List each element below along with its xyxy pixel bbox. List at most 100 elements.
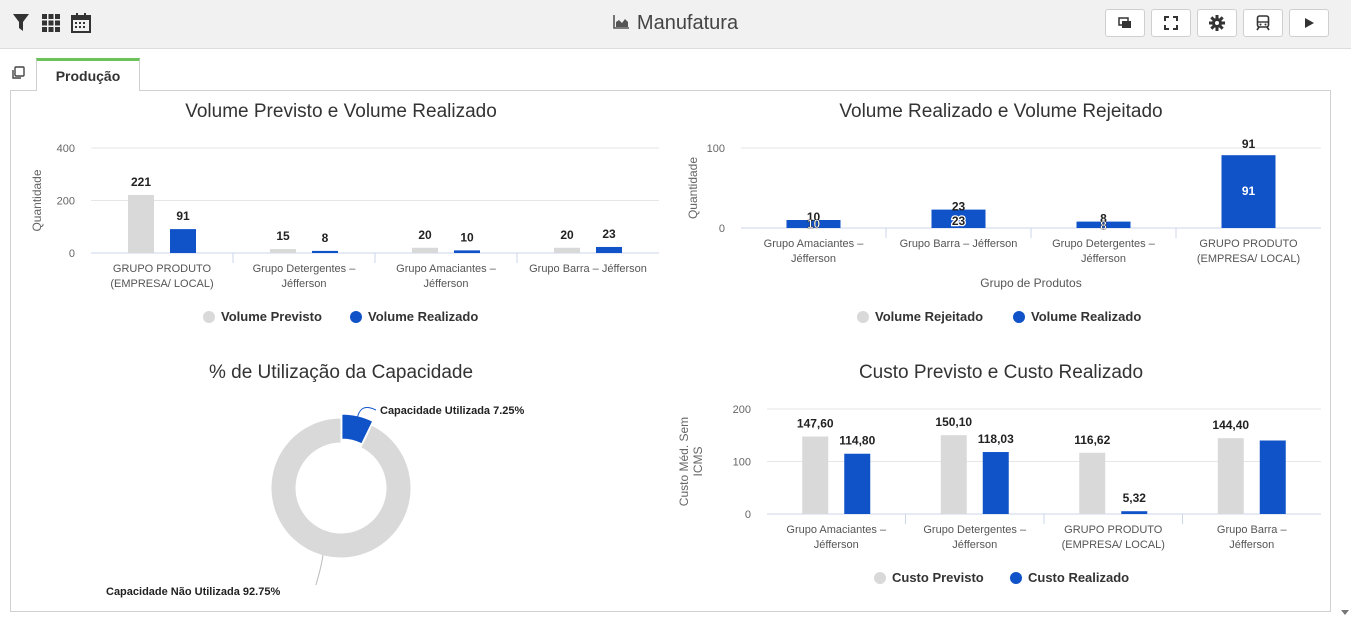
- y-tick-label: 200: [57, 196, 75, 208]
- pie-chart: % de Utilização da Capacidade Capacidade …: [106, 362, 524, 598]
- legend-label: Custo Realizado: [1028, 570, 1129, 585]
- x-tick-label: Jéfferson: [791, 253, 836, 265]
- data-label: 23: [952, 214, 966, 228]
- pie-slice: [341, 413, 374, 445]
- x-tick-label: Jéfferson: [1081, 253, 1126, 265]
- app-title-text: Manufatura: [636, 12, 739, 34]
- bar: [1221, 155, 1276, 228]
- data-label: 118,03: [978, 432, 1014, 446]
- x-tick-label: (EMPRESA/ LOCAL): [1197, 253, 1300, 265]
- play-button[interactable]: [1289, 9, 1329, 37]
- x-tick-label: Jéfferson: [423, 278, 468, 290]
- legend-marker: [203, 311, 215, 323]
- data-label: 147,60: [797, 417, 834, 431]
- data-label: 20: [418, 228, 432, 242]
- legend-marker: [874, 572, 886, 584]
- legend-marker: [1013, 311, 1025, 323]
- bar: [170, 229, 196, 253]
- legend-marker: [857, 311, 869, 323]
- bar: [982, 452, 1009, 514]
- x-tick-label: (EMPRESA/ LOCAL): [1062, 539, 1165, 551]
- legend-marker: [350, 311, 362, 323]
- y-tick-label: 400: [57, 143, 75, 155]
- data-label: 15: [276, 229, 290, 243]
- x-tick-label: Jéfferson: [952, 539, 997, 551]
- data-label: 10: [807, 217, 821, 231]
- toolbar-right-group: [1105, 9, 1329, 37]
- x-tick-label: GRUPO PRODUTO: [113, 263, 212, 275]
- x-tick-label: Grupo Amaciantes –: [764, 238, 865, 250]
- data-label: 91: [176, 209, 190, 223]
- legend-label: Volume Previsto: [221, 309, 322, 324]
- fullscreen-button[interactable]: [1151, 9, 1191, 37]
- grid-icon[interactable]: [40, 10, 62, 36]
- y-tick-label: 200: [733, 404, 751, 416]
- area-chart-icon: [613, 12, 629, 35]
- bar: [312, 250, 338, 253]
- bar: [1076, 221, 1131, 228]
- data-label: 221: [131, 175, 151, 189]
- data-label: 10: [807, 210, 821, 224]
- tab-bar: Produção: [0, 49, 1351, 91]
- chart-title: Volume Realizado e Volume Rejeitado: [839, 101, 1162, 122]
- bar: [1217, 438, 1244, 514]
- app-title: Manufatura: [0, 12, 1351, 35]
- y-tick-label: 100: [707, 143, 725, 155]
- data-label: 5,32: [1123, 491, 1147, 505]
- x-tick-label: Grupo Detergentes –: [1052, 238, 1156, 250]
- calendar-icon[interactable]: [70, 10, 92, 36]
- y-axis-label: Quantidade: [686, 157, 700, 219]
- expand-icon: [1164, 16, 1178, 30]
- bar: [802, 436, 829, 514]
- bar-chart-0: Volume Previsto e Volume Realizado 0 200 40…: [30, 101, 659, 324]
- train-button[interactable]: [1243, 9, 1283, 37]
- x-tick-label: Jéfferson: [1229, 539, 1274, 551]
- filter-icon[interactable]: [10, 10, 32, 36]
- bar: [128, 194, 154, 253]
- data-label: 91: [1242, 184, 1256, 198]
- bar: [554, 247, 580, 253]
- charts-canvas: Volume Previsto e Volume Realizado020040…: [30, 101, 1321, 598]
- chart-title: Custo Previsto e Custo Realizado: [859, 362, 1143, 383]
- top-toolbar: Manufatura: [0, 0, 1351, 49]
- bar: [596, 246, 622, 253]
- x-tick-label: (EMPRESA/ LOCAL): [110, 278, 213, 290]
- y-tick-label: 0: [719, 223, 725, 235]
- pie-slice: [270, 417, 412, 559]
- x-tick-label: GRUPO PRODUTO: [1199, 238, 1298, 250]
- pie-label: Capacidade Utilizada 7.25%: [380, 405, 524, 417]
- chart-title: % de Utilização da Capacidade: [209, 362, 473, 383]
- tab-producao[interactable]: Produção: [36, 58, 140, 91]
- window-button[interactable]: [1105, 9, 1145, 37]
- settings-button[interactable]: [1197, 9, 1237, 37]
- bar-chart-3: Custo Previsto e Custo Realizado 0 100 200 C…: [677, 362, 1321, 585]
- bar: [412, 247, 438, 253]
- x-tick-label: Grupo Amaciantes –: [396, 263, 497, 275]
- data-label: 8: [1100, 212, 1107, 226]
- legend-marker: [1010, 572, 1022, 584]
- scroll-down-arrow[interactable]: [1341, 603, 1349, 615]
- y-tick-label: 100: [733, 457, 751, 469]
- x-tick-label: Grupo Barra – Jéfferson: [529, 263, 647, 275]
- window-icon: [1118, 17, 1131, 28]
- pie-label: Capacidade Não Utilizada 92.75%: [106, 586, 280, 598]
- data-label: 8: [1100, 219, 1107, 233]
- y-tick-label: 0: [69, 248, 75, 260]
- copy-icon[interactable]: [11, 66, 25, 85]
- data-label: 8: [322, 231, 329, 245]
- train-icon: [1256, 15, 1270, 31]
- x-tick-label: Jéfferson: [281, 278, 326, 290]
- bar: [931, 209, 986, 228]
- bar: [844, 453, 871, 514]
- data-label: 23: [602, 227, 616, 241]
- dashboard-panel: Volume Previsto e Volume Realizado 0 200 40…: [10, 90, 1331, 612]
- y-axis-label: Custo Méd. Sem: [677, 417, 691, 506]
- x-tick-label: Grupo Detergentes –: [923, 524, 1027, 536]
- data-label: 116,62: [1074, 433, 1110, 447]
- tab-label: Produção: [55, 68, 121, 84]
- bar: [786, 220, 841, 228]
- data-label: 91: [1242, 137, 1256, 151]
- x-axis-label: Grupo de Produtos: [980, 276, 1081, 290]
- bar: [1079, 452, 1106, 514]
- legend-label: Custo Previsto: [892, 570, 984, 585]
